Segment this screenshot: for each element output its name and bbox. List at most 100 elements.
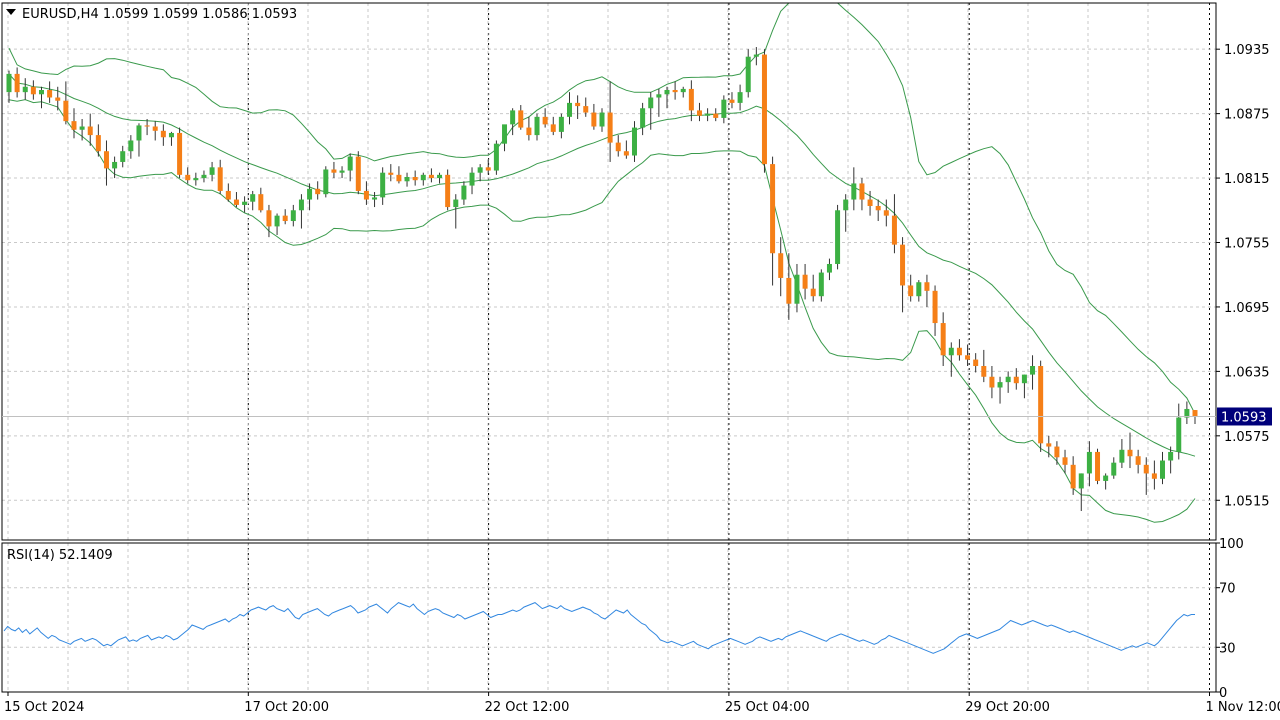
candle-body [307,188,313,200]
candle [770,156,776,286]
candle-body [469,172,475,186]
candle-body [128,140,134,152]
candle-body [696,110,702,116]
candle-body [591,112,597,127]
candle-body [209,167,215,175]
candle-body [518,110,524,128]
candle [786,253,792,320]
candle [1070,456,1076,495]
candle [258,187,264,213]
candle [778,237,784,297]
candle-body [1038,366,1044,444]
candle-body [948,347,954,356]
candle-body [1184,408,1190,418]
candle-body [851,183,857,200]
candle-body [729,99,735,103]
band-middle [8,73,1196,457]
candle-body [485,167,491,171]
candle-body [1021,374,1027,384]
grid-layer [2,3,1216,692]
candle-body [95,135,101,152]
candle-body [534,116,540,136]
candle [1184,401,1190,425]
candle [266,204,272,238]
candle-body [63,100,69,122]
candle [339,166,345,179]
candle [1143,457,1149,495]
x-tick-label: 29 Oct 20:00 [965,700,1050,715]
x-tick-label: 1 Nov 12:00 [1206,700,1280,715]
candle-body [810,288,816,297]
candle [631,121,637,162]
candle [826,258,832,281]
candle-body [940,323,946,356]
candle [1021,374,1027,399]
candle [307,183,313,211]
candle [30,80,36,100]
candle-body [1030,366,1036,375]
candle-body [737,92,743,103]
candle-body [623,151,629,156]
candle-body [461,185,467,200]
candle-body [867,199,873,206]
candle [120,145,126,168]
candle-body [404,176,410,182]
candle [534,113,540,141]
candle [908,274,914,302]
candle-body [1013,376,1019,384]
candle [883,199,889,227]
candle [1168,446,1174,474]
candle [453,194,459,229]
candle [217,159,223,195]
candle [1038,360,1044,452]
candle [347,153,353,182]
candle [932,285,938,336]
candle [428,168,434,183]
collapse-arrow-icon[interactable] [6,9,16,15]
candle [997,376,1003,404]
candle-body [778,253,784,278]
candle-body [900,244,906,286]
candle [1095,448,1101,485]
candle [412,170,418,186]
candle [493,140,499,175]
x-tick-label: 17 Oct 20:00 [244,700,329,715]
candle-body [225,190,231,200]
candle [900,237,906,313]
candle-body [713,113,719,118]
candle-body [1135,456,1141,465]
candle-body [1168,451,1174,461]
candle [233,192,239,208]
candle [282,209,288,225]
candle-body [233,199,239,205]
candle [185,167,191,184]
candle [989,366,995,399]
candle-body [542,116,548,125]
y-tick-label: 1.0875 [1224,108,1270,123]
candle-body [875,205,881,211]
candle [1054,441,1060,465]
candle-body [47,89,53,98]
candle-body [965,355,971,360]
candle-body [802,274,808,289]
candle-body [274,215,280,227]
candle-body [575,102,581,107]
candle-body [412,176,418,181]
candle [1086,441,1092,487]
candle [1078,473,1084,512]
candle [22,78,28,100]
x-tick-label: 25 Oct 04:00 [725,700,810,715]
candle-body [1095,451,1101,481]
candle-body [250,194,256,202]
candle [274,213,280,235]
candle-body [282,215,288,222]
candle-body [396,174,402,182]
candle [705,108,711,122]
candle [315,181,321,200]
band-upper [8,2,1196,415]
candle [6,70,12,103]
candle-body [786,277,792,304]
candle [688,80,694,122]
candle-body [1151,473,1157,479]
candle [956,339,962,361]
